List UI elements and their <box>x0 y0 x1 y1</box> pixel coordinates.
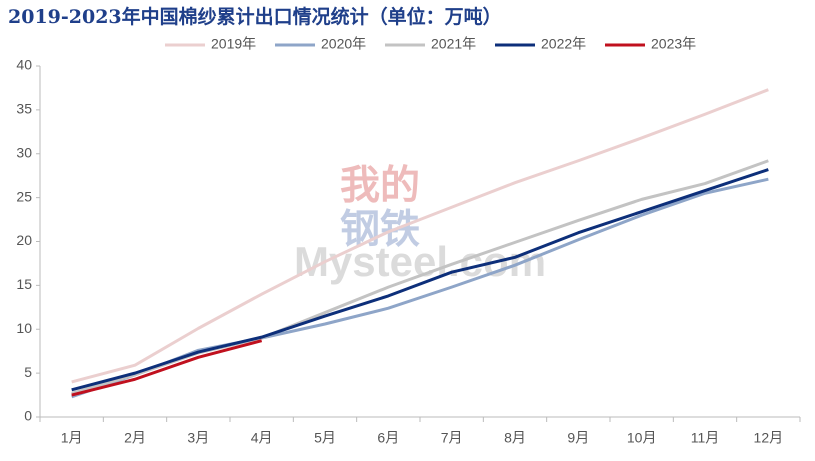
x-tick-label: 1月 <box>61 430 83 446</box>
x-tick-label: 2月 <box>124 430 146 446</box>
legend-label: 2021年 <box>431 36 476 52</box>
x-tick-label: 4月 <box>251 430 273 446</box>
series-line <box>71 88 769 384</box>
y-tick-label: 10 <box>16 320 32 336</box>
x-tick-label: 9月 <box>567 430 589 446</box>
x-tick-label: 7月 <box>441 430 463 446</box>
legend-label: 2022年 <box>541 36 586 52</box>
watermark-text: 钢铁 <box>340 208 420 252</box>
y-tick-label: 5 <box>24 364 32 380</box>
y-tick-label: 0 <box>24 408 32 424</box>
x-tick-label: 8月 <box>504 430 526 446</box>
y-tick-label: 40 <box>16 57 32 73</box>
legend-label: 2020年 <box>321 36 366 52</box>
x-tick-label: 11月 <box>691 430 720 446</box>
x-tick-label: 12月 <box>754 430 784 446</box>
y-tick-label: 20 <box>16 232 32 248</box>
x-tick-label: 6月 <box>377 430 399 446</box>
x-tick-label: 10月 <box>627 430 657 446</box>
chart-title: 2019-2023年中国棉纱累计出口情况统计（单位：万吨） <box>8 5 502 28</box>
y-tick-label: 35 <box>16 101 32 117</box>
y-tick-label: 15 <box>16 276 32 292</box>
y-tick-label: 25 <box>16 188 32 204</box>
legend-label: 2019年 <box>211 36 256 52</box>
legend-label: 2023年 <box>651 36 696 52</box>
x-tick-label: 3月 <box>187 430 209 446</box>
series-line <box>71 339 263 397</box>
series-line <box>71 168 769 392</box>
x-tick-label: 5月 <box>314 430 336 446</box>
watermark-text: 我的 <box>340 164 420 208</box>
y-tick-label: 30 <box>16 144 32 160</box>
